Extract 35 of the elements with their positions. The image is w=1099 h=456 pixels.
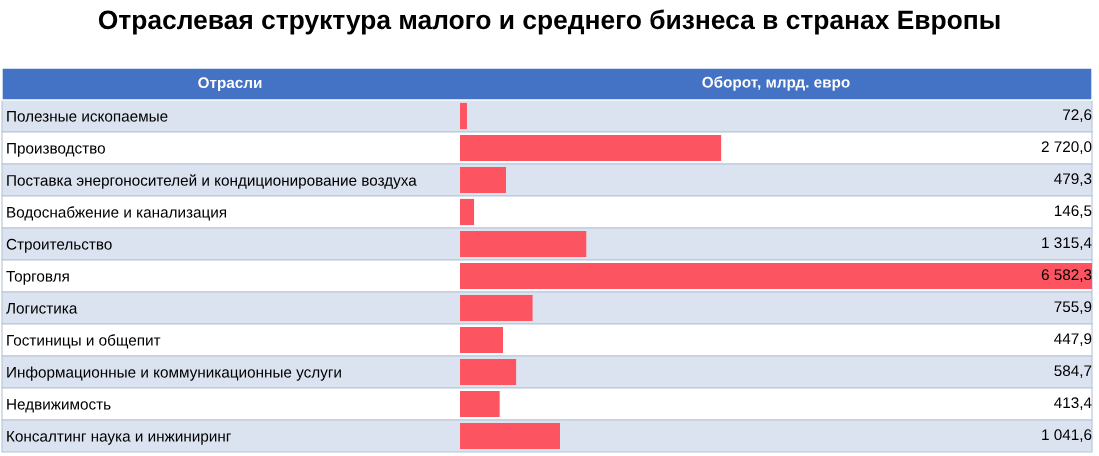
chart-title: Отраслевая структура малого и среднего бизнеса в странах Европы: [98, 9, 1000, 35]
data-label: 447,9: [1054, 333, 1092, 346]
y-tick-label: Производство: [7, 143, 105, 157]
y-axis-title: Отрасли: [198, 77, 262, 92]
y-tick-label: Информационные и коммуникационные услуги: [7, 366, 341, 381]
data-label: 413,4: [1054, 397, 1092, 410]
bar: [460, 198, 475, 226]
y-tick-label: Консалтинг наука и инжиниринг: [7, 431, 231, 445]
data-label: 755,9: [1054, 301, 1092, 314]
bar: [460, 166, 507, 194]
y-tick-label: Недвижимость: [7, 399, 111, 413]
x-axis-title: Оборот, млрд. евро: [702, 76, 850, 91]
data-label: 479,3: [1054, 173, 1092, 186]
bar: [460, 422, 561, 450]
y-tick-label: Полезные ископаемые: [7, 111, 168, 122]
bar: [460, 134, 722, 162]
y-tick-label: Гостиницы и общепит: [7, 334, 161, 349]
data-label: 584,7: [1054, 365, 1092, 378]
bar: [460, 230, 587, 258]
data-label: 1 315,4: [1042, 237, 1092, 250]
y-tick-label: Поставка энергоносителей и кондиционирование воздуха: [7, 174, 417, 189]
data-label: 72,6: [1063, 109, 1092, 122]
bar: [460, 326, 504, 354]
bar: [460, 102, 467, 130]
y-tick-label: Строительство: [6, 238, 112, 253]
bar: [460, 390, 500, 418]
y-tick-label: Логистика: [6, 303, 78, 314]
y-tick-label: Торговля: [6, 271, 69, 285]
y-tick-label: Водоснабжение и канализация: [7, 206, 227, 221]
data-label: 6 582,3: [1041, 269, 1092, 282]
data-label: 2 720,0: [1041, 141, 1092, 154]
data-label: 1 041,6: [1042, 429, 1092, 442]
bar: [460, 358, 517, 386]
data-label: 146,5: [1054, 205, 1092, 218]
bar: [460, 294, 533, 322]
